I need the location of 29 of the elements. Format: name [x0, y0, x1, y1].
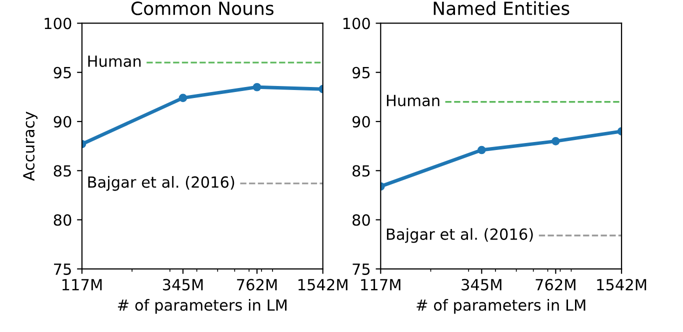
y-tick-label: 80	[352, 214, 370, 226]
ref-line-label: Human	[88, 56, 141, 67]
x-tick-label: 1542M	[298, 278, 348, 290]
y-tick-label: 75	[54, 264, 71, 275]
y-tick-label: 90	[54, 116, 72, 128]
x-axis-title: # of parameters in LM	[416, 298, 586, 314]
chart-title: Named Entities	[434, 1, 570, 16]
y-axis-title: Accuracy	[23, 112, 38, 181]
y-tick-label: 95	[352, 66, 370, 78]
x-tick-label: 762M	[536, 278, 576, 290]
x-tick-label: 345M	[162, 278, 203, 290]
y-tick-label: 90	[352, 116, 370, 128]
y-tick-label: 95	[54, 66, 71, 78]
ref-line-label: Human	[386, 94, 440, 106]
x-tick-label: 117M	[62, 279, 102, 290]
chart-title: Common Nouns	[131, 2, 274, 16]
ref-line-label: Bajgar et al. (2016)	[386, 228, 533, 243]
y-tick-label: 85	[54, 165, 71, 177]
y-tick-label: 100	[343, 18, 370, 30]
y-tick-label: 75	[352, 264, 370, 275]
x-tick-label: 762M	[237, 278, 277, 290]
y-tick-label: 100	[44, 18, 72, 30]
x-tick-label: 117M	[361, 279, 400, 290]
y-tick-label: 85	[352, 165, 370, 177]
x-tick-label: 1542M	[597, 278, 646, 290]
x-axis-title: # of parameters in LM	[118, 298, 287, 314]
x-tick-label: 345M	[462, 278, 502, 290]
ref-line-label: Bajgar et al. (2016)	[88, 176, 234, 191]
y-tick-label: 80	[54, 214, 72, 226]
